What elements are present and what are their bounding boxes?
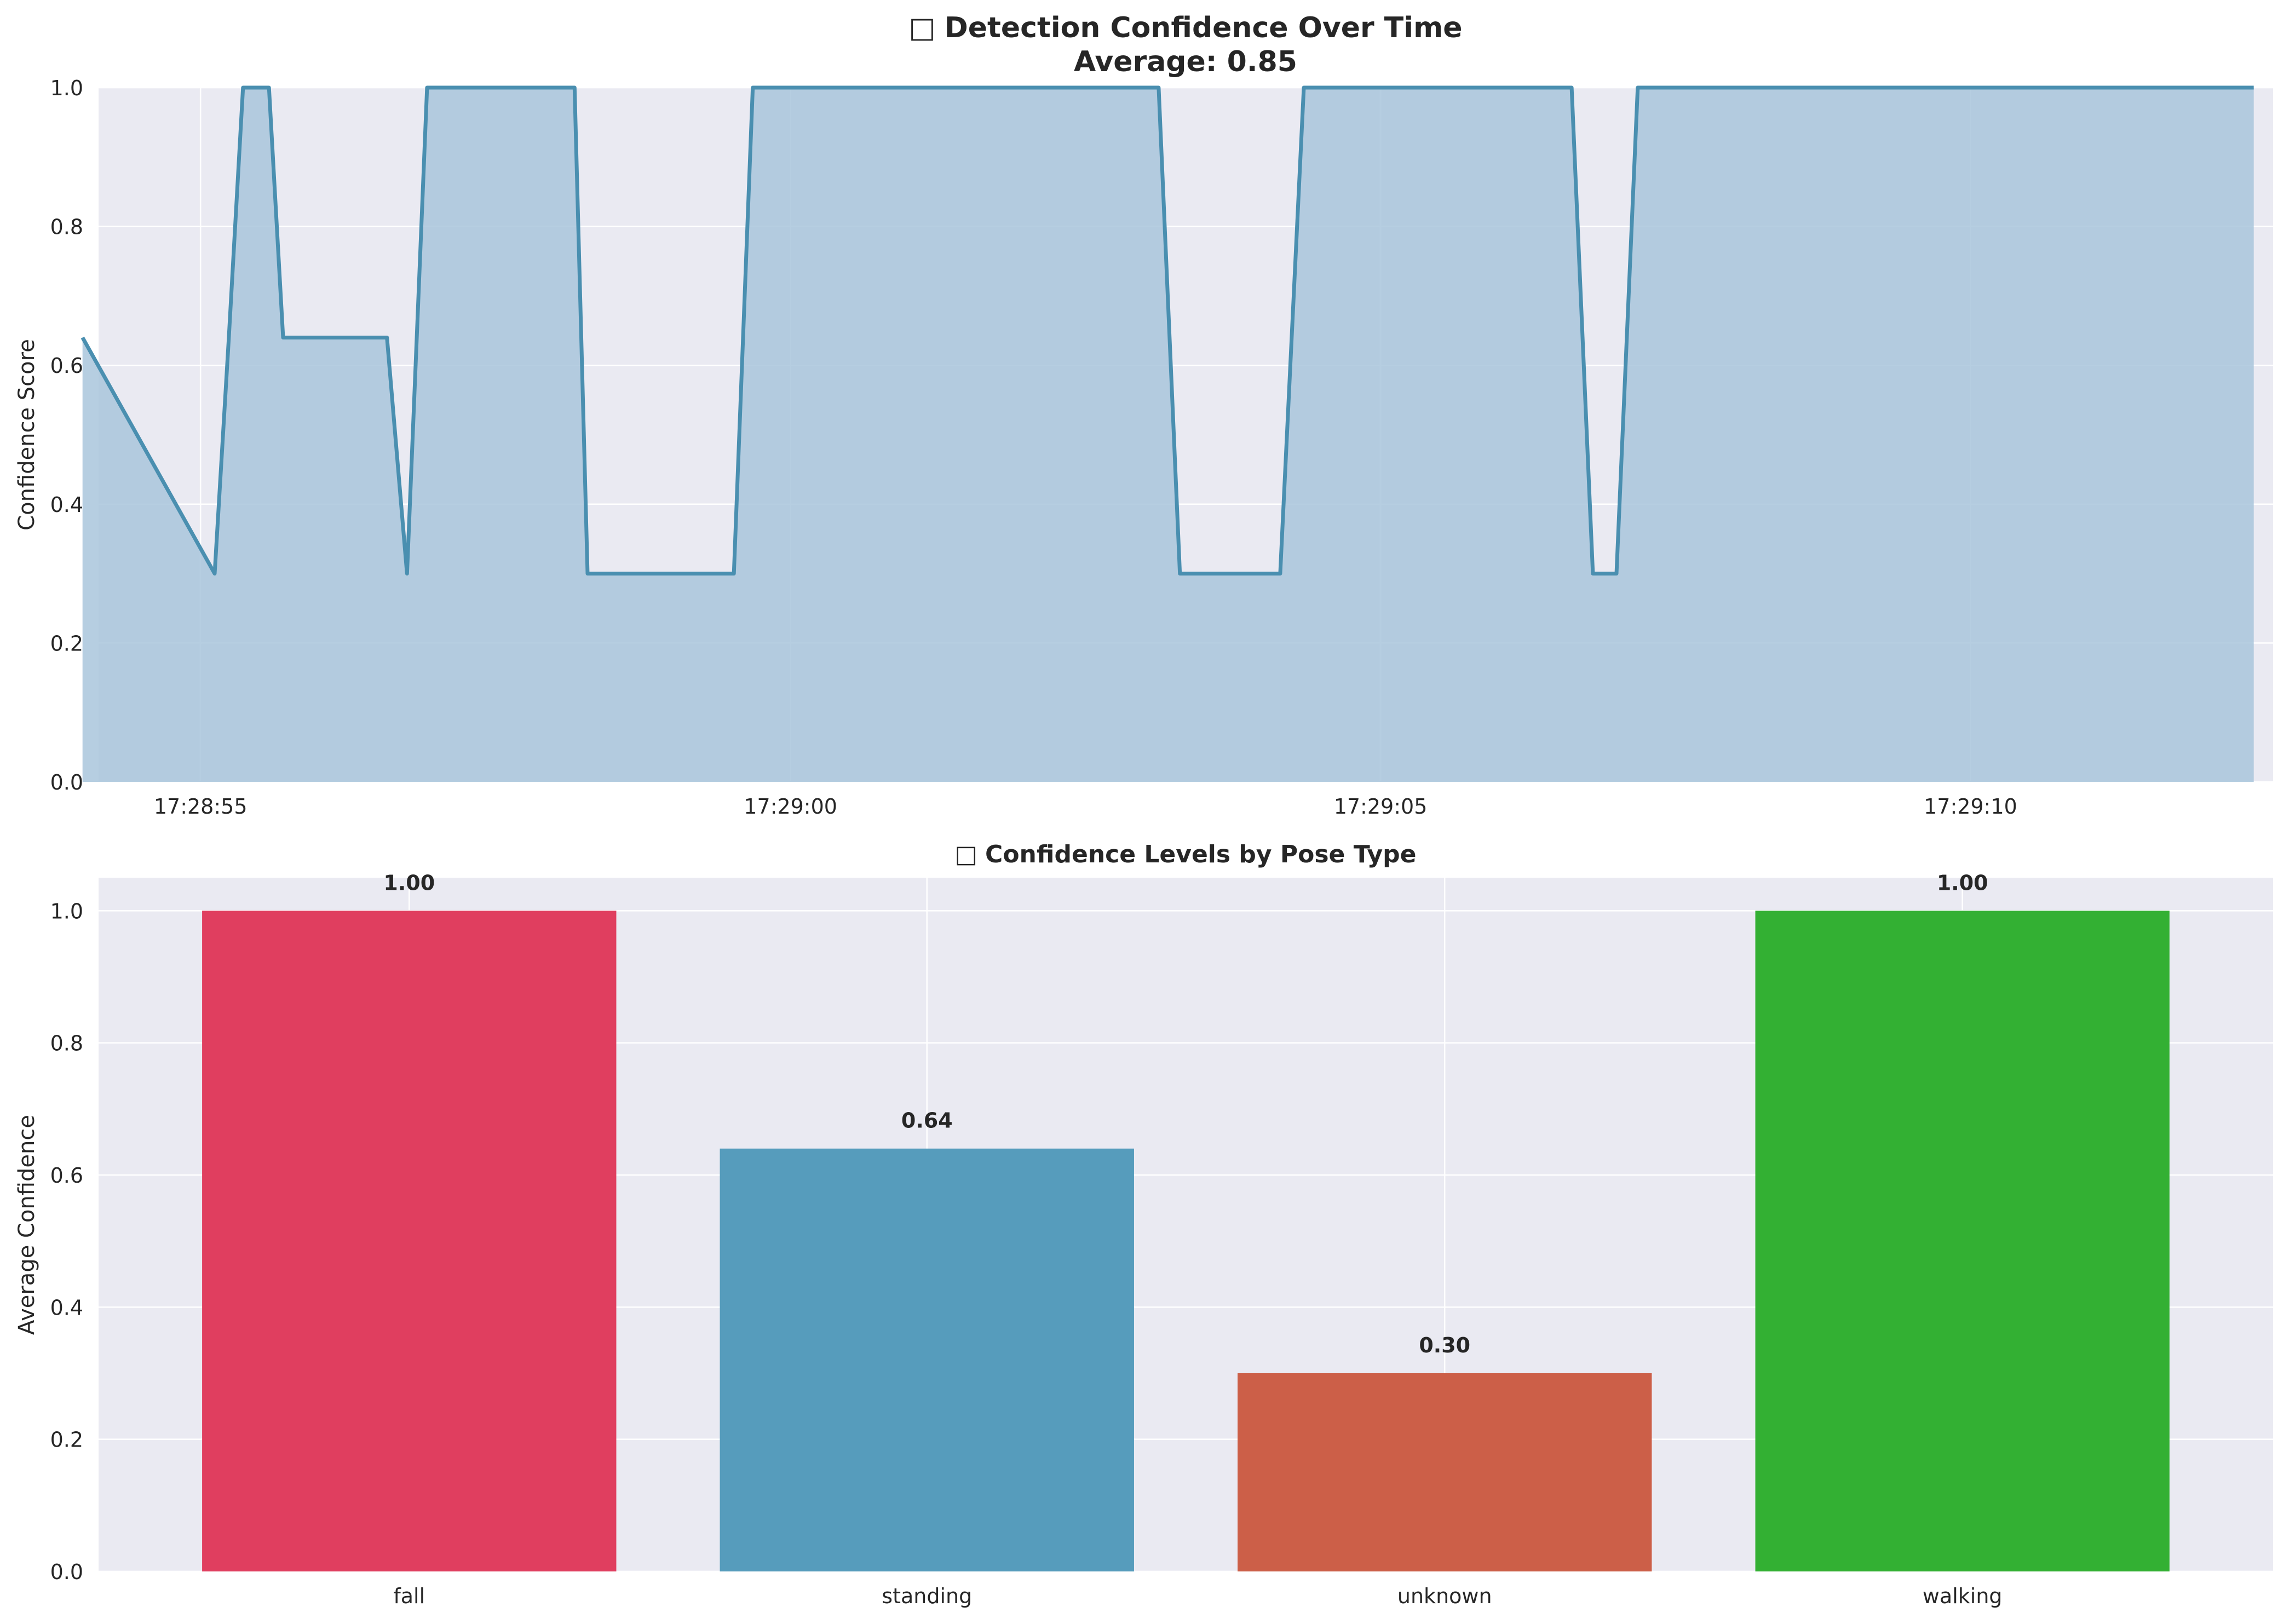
bar-fall — [202, 911, 617, 1571]
top-title-text: Detection Confidence Over Time — [945, 11, 1463, 44]
bar-unknown — [1238, 1373, 1652, 1571]
bottom-title-text: Confidence Levels by Pose Type — [985, 840, 1417, 868]
top-y-tick-label: 1.0 — [50, 76, 83, 100]
pose-confidence-chart: 1.00 0.64 0.30 1.00 0.0 0.2 0.4 0.6 0.8 1.0 fall… — [14, 840, 2273, 1608]
confidence-fill — [82, 88, 2254, 782]
bottom-x-tick-label: standing — [882, 1584, 972, 1608]
bottom-y-tick-label: 0.4 — [50, 1295, 83, 1320]
top-x-tick-label: 17:28:55 — [154, 794, 248, 819]
bottom-chart-title: □ Confidence Levels by Pose Type — [954, 840, 1416, 868]
bottom-y-tick-label: 0.8 — [50, 1032, 83, 1056]
top-y-tick-label: 0.8 — [50, 215, 83, 239]
top-title-icon: □ — [908, 11, 935, 44]
bar-standing — [720, 1148, 1134, 1571]
bar-value-label: 1.00 — [1937, 871, 1988, 895]
bar-value-label: 0.64 — [901, 1109, 953, 1133]
bottom-y-tick-label: 0.2 — [50, 1428, 83, 1452]
bottom-title-icon: □ — [954, 840, 977, 868]
top-chart-subtitle: Average: 0.85 — [1074, 45, 1297, 78]
top-y-tick-label: 0.2 — [50, 631, 83, 655]
bar-value-label: 0.30 — [1419, 1333, 1470, 1357]
top-x-tick-label: 17:29:05 — [1334, 794, 1428, 819]
bottom-y-tick-label: 1.0 — [50, 899, 83, 923]
bottom-y-tick-label: 0.6 — [50, 1164, 83, 1188]
top-chart-title: □ Detection Confidence Over Time — [908, 11, 1462, 44]
bottom-x-tick-label: walking — [1923, 1584, 2003, 1608]
bar-walking — [1755, 911, 2170, 1571]
bottom-x-tick-label: unknown — [1397, 1584, 1492, 1608]
bottom-y-tick-label: 0.0 — [50, 1560, 83, 1584]
pose-bars: 1.00 0.64 0.30 1.00 — [202, 871, 2170, 1571]
bar-value-label: 1.00 — [383, 871, 435, 895]
top-y-ticks: 0.0 0.2 0.4 0.6 0.8 1.0 — [50, 76, 83, 794]
confidence-time-chart: 0.0 0.2 0.4 0.6 0.8 1.0 17:28:55 17:29:00 17:29… — [14, 11, 2273, 819]
top-y-axis-label: Confidence Score — [14, 339, 39, 531]
confidence-line — [80, 85, 2254, 576]
top-y-tick-label: 0.4 — [50, 493, 83, 517]
bottom-x-ticks: fall standing unknown walking — [393, 1584, 2002, 1608]
top-x-tick-label: 17:29:10 — [1924, 794, 2017, 819]
bottom-y-axis-label: Average Confidence — [14, 1115, 39, 1335]
confidence-area — [80, 85, 2254, 782]
bottom-y-ticks: 0.0 0.2 0.4 0.6 0.8 1.0 — [50, 899, 83, 1584]
top-x-ticks: 17:28:55 17:29:00 17:29:05 17:29:10 — [154, 794, 2017, 819]
top-y-tick-label: 0.0 — [50, 770, 83, 794]
bottom-x-tick-label: fall — [393, 1584, 425, 1608]
top-y-tick-label: 0.6 — [50, 354, 83, 378]
top-x-tick-label: 17:29:00 — [744, 794, 837, 819]
